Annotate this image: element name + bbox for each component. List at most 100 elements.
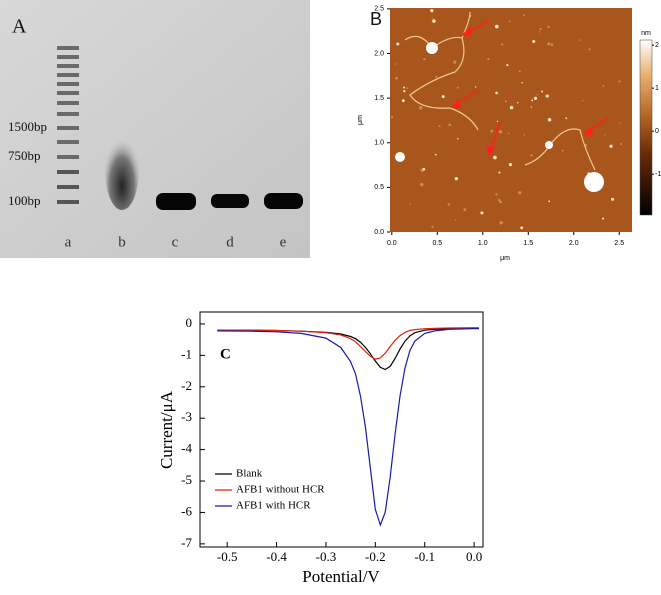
speck — [490, 129, 494, 133]
speck — [619, 142, 622, 146]
speck — [547, 117, 552, 122]
ladder-band — [57, 112, 79, 116]
x-tick-label: 1.5 — [523, 240, 533, 247]
y-tick-label: -2 — [181, 378, 192, 393]
y-tick-label: 1.5 — [374, 95, 384, 102]
y-tick-label: -6 — [181, 503, 192, 518]
colorbar-tick-label: 2 — [655, 42, 659, 49]
x-tick-label: 1.0 — [478, 240, 488, 247]
speck — [565, 117, 568, 120]
speck — [496, 120, 499, 123]
panel-label: A — [12, 16, 27, 38]
speck — [604, 134, 606, 136]
gel-image — [0, 0, 310, 258]
x-tick-label: 2.5 — [614, 240, 624, 247]
ladder-band — [57, 170, 79, 174]
ladder-band — [57, 91, 79, 95]
panel-label: B — [370, 9, 382, 29]
speck — [470, 15, 472, 17]
speck — [588, 48, 591, 51]
speck — [505, 100, 507, 102]
ladder-band — [57, 155, 79, 159]
afm-panel: B μm μm nm 0.0 0.5 1.0 1.5 2.0 2.5 0.0 0.5 1.0 1.… — [357, 6, 661, 262]
speck — [530, 154, 533, 157]
series-line — [217, 327, 479, 360]
speck — [609, 144, 613, 148]
ladder-band — [57, 64, 79, 68]
speck — [523, 134, 526, 136]
speck — [506, 64, 509, 67]
x-tick-label: -0.5 — [217, 549, 238, 564]
speck — [547, 42, 551, 46]
colorbar-tick-label: -1 — [655, 171, 661, 178]
speck — [454, 219, 457, 222]
plot-frame — [199, 311, 484, 548]
voltammogram-panel: C Potential/V Current/μA -0.5 -0.4 -0.3 -0.… — [157, 311, 484, 586]
speck — [406, 87, 409, 90]
speck — [497, 198, 501, 202]
speck — [432, 19, 436, 23]
lane-label: e — [280, 234, 287, 250]
ladder-band — [57, 46, 79, 50]
speck — [418, 105, 423, 110]
speck — [430, 8, 434, 13]
speck — [454, 176, 459, 181]
y-tick-label: -1 — [181, 346, 192, 361]
size-label: 100bp — [8, 193, 41, 208]
speck — [456, 86, 459, 89]
speck — [498, 171, 501, 174]
speck — [447, 203, 451, 206]
x-tick-label: -0.1 — [414, 549, 435, 564]
speck — [518, 191, 522, 195]
y-tick-label: -7 — [181, 535, 192, 550]
y-tick-label: 1.0 — [374, 140, 384, 147]
speck — [518, 70, 521, 73]
gel-panel: A 1500bp 750bp 100bp a b c d e — [0, 0, 310, 258]
speck — [520, 226, 524, 230]
speck — [509, 105, 514, 110]
arrows — [450, 19, 609, 157]
speck — [495, 91, 498, 95]
speck — [548, 200, 551, 203]
ladder-band — [57, 82, 79, 86]
speck — [401, 99, 405, 103]
x-tick-label: 0.0 — [466, 549, 482, 564]
speck — [611, 197, 615, 201]
lane-label: b — [118, 234, 126, 250]
particle — [395, 152, 405, 162]
speck — [435, 76, 437, 78]
speck — [409, 203, 412, 205]
x-tick-label: 2.0 — [569, 240, 579, 247]
y-tick-label: 2.0 — [374, 50, 384, 57]
speck — [582, 99, 584, 102]
speck — [453, 60, 457, 64]
speck — [539, 27, 542, 31]
speck — [463, 208, 467, 212]
legend-label: Blank — [236, 468, 263, 480]
speck — [396, 42, 400, 46]
speck — [403, 89, 406, 93]
afm-features — [390, 8, 622, 230]
speck — [601, 217, 605, 220]
speck — [487, 58, 490, 61]
legend-label: AFB1 without HCR — [236, 484, 325, 496]
band — [156, 193, 196, 210]
speck — [434, 153, 437, 156]
speck — [538, 31, 541, 33]
y-tick-label: 2.5 — [374, 6, 384, 13]
speck — [438, 125, 441, 128]
speck — [618, 80, 621, 83]
y-tick-label: -4 — [181, 441, 192, 456]
y-tick-label: 0.5 — [374, 184, 384, 191]
colorbar-label: nm — [641, 30, 651, 37]
particle — [545, 141, 553, 149]
x-tick-label: 0.5 — [432, 240, 442, 247]
colorbar-tick-label: 1 — [655, 85, 659, 92]
y-tick-label: -5 — [181, 472, 192, 487]
speck — [547, 25, 550, 29]
ladder-band — [57, 126, 79, 130]
series-line — [217, 328, 479, 527]
speck — [480, 211, 484, 215]
x-tick-label: 0.0 — [387, 240, 397, 247]
